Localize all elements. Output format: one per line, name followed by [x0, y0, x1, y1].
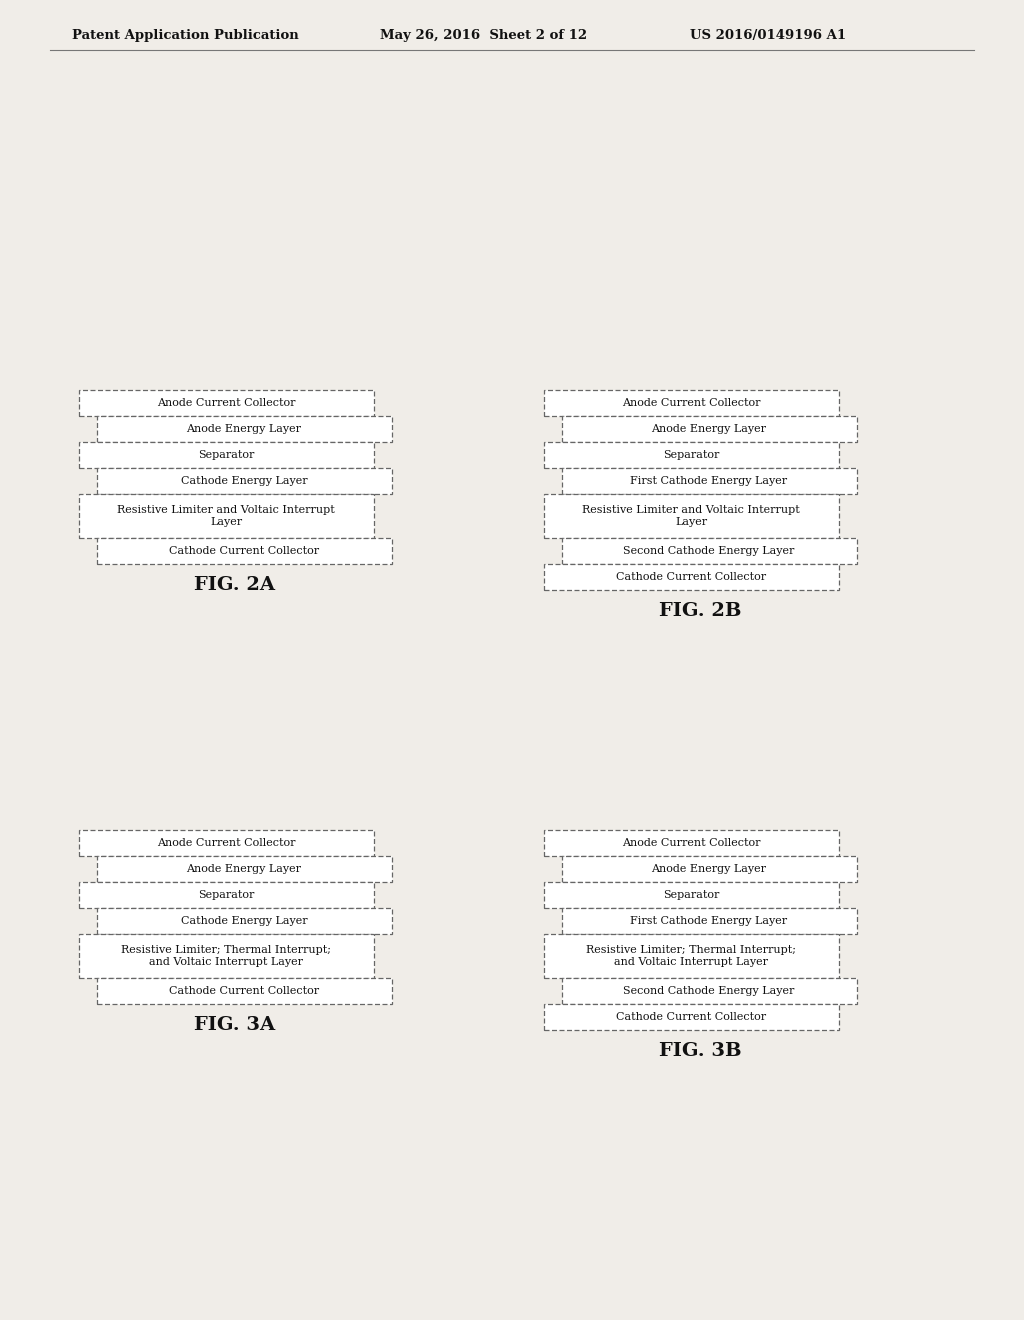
Text: Anode Energy Layer: Anode Energy Layer — [651, 865, 767, 874]
Text: Resistive Limiter and Voltaic Interrupt
Layer: Resistive Limiter and Voltaic Interrupt … — [117, 506, 335, 527]
FancyBboxPatch shape — [544, 442, 839, 469]
Text: Anode Current Collector: Anode Current Collector — [157, 838, 295, 847]
FancyBboxPatch shape — [561, 469, 856, 494]
Text: First Cathode Energy Layer: First Cathode Energy Layer — [631, 477, 787, 486]
FancyBboxPatch shape — [79, 935, 374, 978]
FancyBboxPatch shape — [544, 830, 839, 855]
Text: Anode Energy Layer: Anode Energy Layer — [186, 424, 301, 434]
Text: Second Cathode Energy Layer: Second Cathode Energy Layer — [624, 546, 795, 556]
Text: Cathode Current Collector: Cathode Current Collector — [616, 1012, 766, 1022]
Text: Separator: Separator — [663, 890, 719, 900]
FancyBboxPatch shape — [79, 882, 374, 908]
FancyBboxPatch shape — [544, 882, 839, 908]
FancyBboxPatch shape — [544, 494, 839, 539]
Text: Cathode Energy Layer: Cathode Energy Layer — [180, 477, 307, 486]
FancyBboxPatch shape — [544, 389, 839, 416]
FancyBboxPatch shape — [561, 539, 856, 564]
FancyBboxPatch shape — [79, 494, 374, 539]
Text: Anode Current Collector: Anode Current Collector — [622, 838, 760, 847]
Text: Cathode Energy Layer: Cathode Energy Layer — [180, 916, 307, 927]
FancyBboxPatch shape — [96, 855, 391, 882]
Text: Resistive Limiter; Thermal Interrupt;
and Voltaic Interrupt Layer: Resistive Limiter; Thermal Interrupt; an… — [121, 945, 331, 968]
FancyBboxPatch shape — [79, 442, 374, 469]
Text: Anode Energy Layer: Anode Energy Layer — [651, 424, 767, 434]
Text: Cathode Current Collector: Cathode Current Collector — [616, 572, 766, 582]
FancyBboxPatch shape — [561, 855, 856, 882]
Text: Second Cathode Energy Layer: Second Cathode Energy Layer — [624, 986, 795, 997]
Text: FIG. 3B: FIG. 3B — [658, 1041, 741, 1060]
FancyBboxPatch shape — [544, 1005, 839, 1030]
Text: US 2016/0149196 A1: US 2016/0149196 A1 — [690, 29, 846, 41]
Text: Cathode Current Collector: Cathode Current Collector — [169, 546, 319, 556]
Text: FIG. 2A: FIG. 2A — [195, 576, 275, 594]
Text: Resistive Limiter and Voltaic Interrupt
Layer: Resistive Limiter and Voltaic Interrupt … — [582, 506, 800, 527]
Text: Separator: Separator — [663, 450, 719, 459]
Text: Separator: Separator — [198, 890, 254, 900]
Text: Patent Application Publication: Patent Application Publication — [72, 29, 299, 41]
FancyBboxPatch shape — [561, 416, 856, 442]
Text: May 26, 2016  Sheet 2 of 12: May 26, 2016 Sheet 2 of 12 — [380, 29, 587, 41]
FancyBboxPatch shape — [561, 978, 856, 1005]
FancyBboxPatch shape — [544, 564, 839, 590]
Text: FIG. 2B: FIG. 2B — [658, 602, 741, 620]
Text: Anode Current Collector: Anode Current Collector — [157, 399, 295, 408]
FancyBboxPatch shape — [96, 539, 391, 564]
Text: FIG. 3A: FIG. 3A — [195, 1016, 275, 1034]
FancyBboxPatch shape — [96, 908, 391, 935]
FancyBboxPatch shape — [96, 416, 391, 442]
Text: Anode Energy Layer: Anode Energy Layer — [186, 865, 301, 874]
Text: Separator: Separator — [198, 450, 254, 459]
FancyBboxPatch shape — [79, 830, 374, 855]
FancyBboxPatch shape — [96, 469, 391, 494]
FancyBboxPatch shape — [79, 389, 374, 416]
FancyBboxPatch shape — [544, 935, 839, 978]
FancyBboxPatch shape — [561, 908, 856, 935]
Text: Cathode Current Collector: Cathode Current Collector — [169, 986, 319, 997]
Text: Resistive Limiter; Thermal Interrupt;
and Voltaic Interrupt Layer: Resistive Limiter; Thermal Interrupt; an… — [586, 945, 796, 968]
FancyBboxPatch shape — [96, 978, 391, 1005]
Text: Anode Current Collector: Anode Current Collector — [622, 399, 760, 408]
Text: First Cathode Energy Layer: First Cathode Energy Layer — [631, 916, 787, 927]
